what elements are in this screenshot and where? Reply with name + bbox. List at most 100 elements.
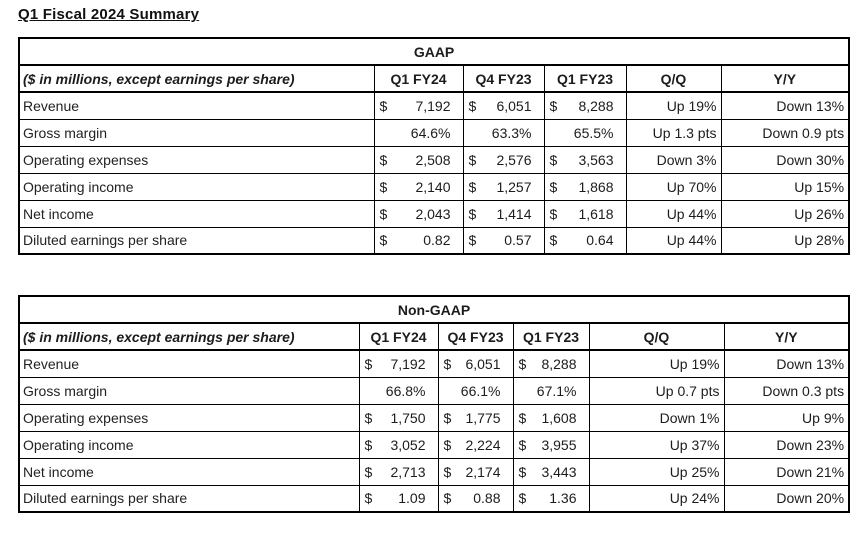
amount: 1,257: [496, 178, 532, 195]
row-label: Operating expenses: [18, 145, 375, 174]
units-note: ($ in millions, except earnings per shar…: [18, 322, 360, 351]
currency-value-cell: $3,052: [358, 430, 439, 459]
yy-change-cell: Down 30%: [720, 145, 850, 174]
amount: 0.82: [423, 232, 451, 249]
yy-change-cell: Up 9%: [723, 403, 850, 432]
table-row: Diluted earnings per share $0.82 $0.57 $0.6…: [18, 226, 850, 255]
page-content: Q1 Fiscal 2024 Summary GAAP ($ in millio…: [18, 6, 851, 513]
table-row: Operating income $3,052 $2,224 $3,955 Up 37%…: [18, 430, 850, 459]
amount: 7,192: [415, 97, 451, 114]
dollar-sign: $: [549, 97, 558, 114]
currency-value-cell: $0.82: [373, 226, 464, 255]
amount: 7,192: [390, 355, 426, 372]
row-label: Diluted earnings per share: [18, 226, 375, 255]
qq-change-cell: Up 44%: [625, 199, 722, 228]
dollar-sign: $: [364, 436, 373, 453]
amount: 3,563: [578, 151, 614, 168]
table-row: Net income $2,713 $2,174 $3,443 Up 25% Down 2…: [18, 457, 850, 486]
yy-change-cell: Down 21%: [723, 457, 850, 486]
currency-value-cell: $3,955: [512, 430, 590, 459]
row-label: Net income: [18, 457, 360, 486]
currency-value-cell: $3,563: [543, 145, 627, 174]
column-header-q1fy24: Q1 FY24: [373, 64, 464, 93]
yy-change-cell: Down 13%: [720, 91, 850, 120]
percent-value-cell: 66.8%: [358, 376, 439, 405]
currency-value-cell: $1,868: [543, 172, 627, 201]
row-label: Operating income: [18, 172, 375, 201]
currency-value-cell: $1,414: [462, 199, 545, 228]
currency-value-cell: $7,192: [373, 91, 464, 120]
dollar-sign: $: [379, 205, 388, 222]
dollar-sign: $: [468, 151, 477, 168]
dollar-sign: $: [549, 151, 558, 168]
column-header-q1fy23: Q1 FY23: [512, 322, 590, 351]
column-header-qq: Q/Q: [588, 322, 725, 351]
dollar-sign: $: [468, 232, 477, 249]
qq-change-cell: Up 44%: [625, 226, 722, 255]
dollar-sign: $: [468, 205, 477, 222]
column-header-yy: Y/Y: [720, 64, 850, 93]
column-header-q1fy24: Q1 FY24: [358, 322, 439, 351]
amount: 2,174: [465, 463, 501, 480]
table-row: Diluted earnings per share $1.09 $0.88 $1.3…: [18, 484, 850, 513]
currency-value-cell: $1,750: [358, 403, 439, 432]
table-row: Operating expenses $1,750 $1,775 $1,608 Down…: [18, 403, 850, 432]
row-label: Operating expenses: [18, 403, 360, 432]
currency-value-cell: $2,140: [373, 172, 464, 201]
currency-value-cell: $2,576: [462, 145, 545, 174]
amount: 0.88: [473, 490, 501, 507]
column-header-q1fy23: Q1 FY23: [543, 64, 627, 93]
qq-change-cell: Up 1.3 pts: [625, 118, 722, 147]
table-column-header-row: ($ in millions, except earnings per shar…: [18, 64, 850, 93]
page-title: Q1 Fiscal 2024 Summary: [18, 6, 200, 23]
amount: 1,868: [578, 178, 614, 195]
dollar-sign: $: [443, 355, 452, 372]
row-label: Operating income: [18, 430, 360, 459]
column-header-q4fy23: Q4 FY23: [462, 64, 545, 93]
currency-value-cell: $1.36: [512, 484, 590, 513]
row-label: Diluted earnings per share: [18, 484, 360, 513]
amount: 2,576: [496, 151, 532, 168]
qq-change-cell: Up 0.7 pts: [588, 376, 725, 405]
yy-change-cell: Down 20%: [723, 484, 850, 513]
yy-change-cell: Up 15%: [720, 172, 850, 201]
column-header-qq: Q/Q: [625, 64, 722, 93]
table-row: Gross margin 66.8% 66.1% 67.1% Up 0.7 pts Dow…: [18, 376, 850, 405]
currency-value-cell: $1,257: [462, 172, 545, 201]
amount: 2,224: [465, 436, 501, 453]
currency-value-cell: $1,618: [543, 199, 627, 228]
currency-value-cell: $0.64: [543, 226, 627, 255]
yy-change-cell: Down 0.9 pts: [720, 118, 850, 147]
amount: 2,713: [390, 463, 426, 480]
dollar-sign: $: [468, 178, 477, 195]
currency-value-cell: $2,224: [437, 430, 514, 459]
currency-value-cell: $0.57: [462, 226, 545, 255]
percent-value-cell: 67.1%: [512, 376, 590, 405]
table-group-header-row: GAAP: [18, 37, 850, 66]
qq-change-cell: Up 37%: [588, 430, 725, 459]
yy-change-cell: Down 0.3 pts: [723, 376, 850, 405]
amount: 2,140: [415, 178, 451, 195]
amount: 1,775: [465, 409, 501, 426]
currency-value-cell: $7,192: [358, 349, 439, 378]
currency-value-cell: $2,713: [358, 457, 439, 486]
table-row: Gross margin 64.6% 63.3% 65.5% Up 1.3 pts Dow…: [18, 118, 850, 147]
dollar-sign: $: [549, 205, 558, 222]
currency-value-cell: $8,288: [543, 91, 627, 120]
dollar-sign: $: [443, 436, 452, 453]
qq-change-cell: Down 3%: [625, 145, 722, 174]
percent-value-cell: 64.6%: [373, 118, 464, 147]
table-group-title: Non-GAAP: [18, 295, 850, 324]
dollar-sign: $: [379, 97, 388, 114]
amount: 3,443: [541, 463, 577, 480]
dollar-sign: $: [364, 490, 373, 507]
dollar-sign: $: [379, 178, 388, 195]
amount: 8,288: [578, 97, 614, 114]
currency-value-cell: $2,508: [373, 145, 464, 174]
qq-change-cell: Up 19%: [625, 91, 722, 120]
row-label: Gross margin: [18, 118, 375, 147]
qq-change-cell: Up 24%: [588, 484, 725, 513]
dollar-sign: $: [364, 355, 373, 372]
dollar-sign: $: [549, 232, 558, 249]
amount: 1,750: [390, 409, 426, 426]
